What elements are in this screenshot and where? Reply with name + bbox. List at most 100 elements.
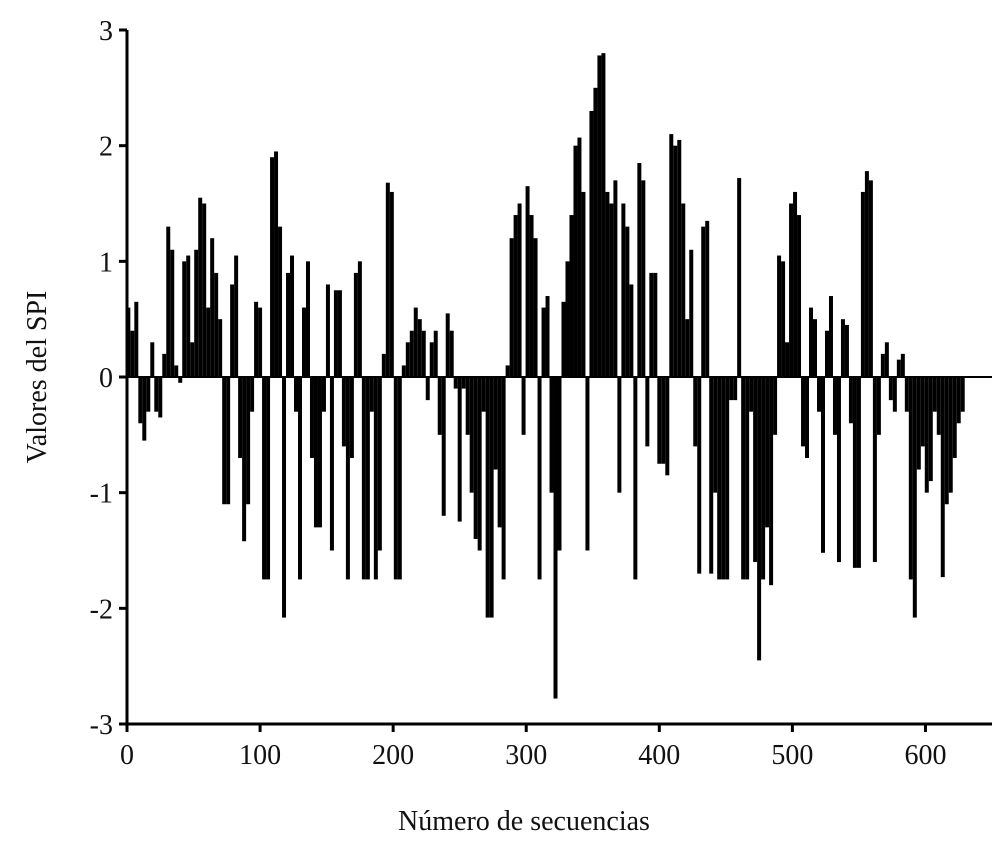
bar: [613, 180, 618, 377]
bar: [154, 377, 159, 412]
bar: [844, 324, 849, 377]
bar: [298, 377, 302, 580]
bar: [238, 377, 243, 458]
bar: [333, 290, 338, 377]
bar: [581, 191, 586, 377]
bar: [305, 261, 310, 377]
bar: [765, 377, 770, 528]
bar: [501, 377, 506, 580]
bar: [513, 215, 518, 377]
bar: [294, 377, 299, 412]
bar: [417, 319, 422, 377]
bar: [681, 203, 686, 377]
bar: [190, 342, 195, 377]
bar: [218, 319, 223, 377]
bar: [932, 377, 937, 412]
bar: [809, 307, 814, 377]
bar: [361, 377, 366, 580]
bar: [561, 301, 566, 377]
bar: [892, 377, 897, 412]
bar: [713, 377, 718, 493]
bar: [817, 377, 821, 412]
bar: [282, 377, 287, 618]
y-axis-title: Valores del SPI: [22, 291, 53, 464]
bar: [385, 182, 390, 377]
bar: [697, 377, 702, 574]
bar: [198, 197, 203, 377]
bar: [274, 151, 279, 377]
bar: [234, 255, 239, 377]
bar: [206, 307, 211, 377]
bar: [673, 145, 678, 377]
bar: [353, 272, 358, 377]
bar: [549, 377, 554, 493]
bar: [473, 377, 478, 539]
bar: [337, 290, 342, 377]
bar: [517, 203, 522, 377]
bar: [916, 377, 921, 470]
bar: [653, 272, 658, 377]
bar: [565, 261, 570, 377]
bar: [409, 330, 414, 377]
y-tick-label: -2: [90, 594, 113, 625]
bar: [912, 377, 917, 618]
bar: [545, 296, 550, 377]
bar: [805, 377, 810, 458]
x-tick-label: 0: [120, 740, 134, 771]
bar: [170, 249, 175, 377]
bar: [589, 110, 594, 377]
bar: [733, 377, 738, 401]
y-tick-label: -1: [90, 479, 113, 510]
bar: [753, 377, 758, 563]
bar: [569, 215, 574, 377]
bar: [242, 377, 247, 542]
bar: [162, 353, 167, 377]
bar: [270, 157, 275, 377]
bar: [781, 261, 786, 377]
bar: [421, 330, 426, 377]
bar: [749, 377, 754, 412]
bar: [254, 301, 259, 377]
bar: [397, 377, 402, 580]
bar: [657, 377, 662, 464]
bar: [445, 313, 450, 377]
y-tick-label: 0: [99, 363, 113, 394]
bar: [745, 377, 750, 580]
bar: [158, 377, 163, 418]
bar: [441, 377, 446, 516]
bar: [505, 365, 510, 377]
bar: [789, 203, 794, 377]
bar: [301, 307, 306, 377]
bar: [832, 377, 837, 435]
bar: [617, 377, 622, 493]
bar: [960, 377, 965, 412]
bar: [820, 377, 825, 553]
bar: [677, 139, 682, 377]
bar: [629, 284, 634, 377]
bar: [210, 238, 215, 377]
bar: [521, 377, 526, 435]
bar: [864, 171, 869, 377]
bar: [174, 365, 179, 377]
bar: [701, 226, 706, 377]
bar: [577, 137, 582, 377]
bar: [625, 226, 630, 377]
bar: [685, 319, 690, 377]
bar: [449, 330, 454, 377]
bar: [317, 377, 322, 528]
bar: [481, 377, 486, 412]
bar: [309, 377, 314, 458]
bar: [693, 377, 698, 447]
bar: [840, 319, 845, 377]
bar: [146, 377, 151, 412]
bar: [222, 377, 227, 505]
bar: [633, 377, 638, 580]
bar: [665, 377, 670, 476]
bar: [649, 272, 654, 377]
bar: [717, 377, 722, 580]
bar: [709, 377, 714, 574]
bar: [537, 377, 542, 580]
bar: [477, 377, 482, 551]
bar: [349, 377, 354, 458]
